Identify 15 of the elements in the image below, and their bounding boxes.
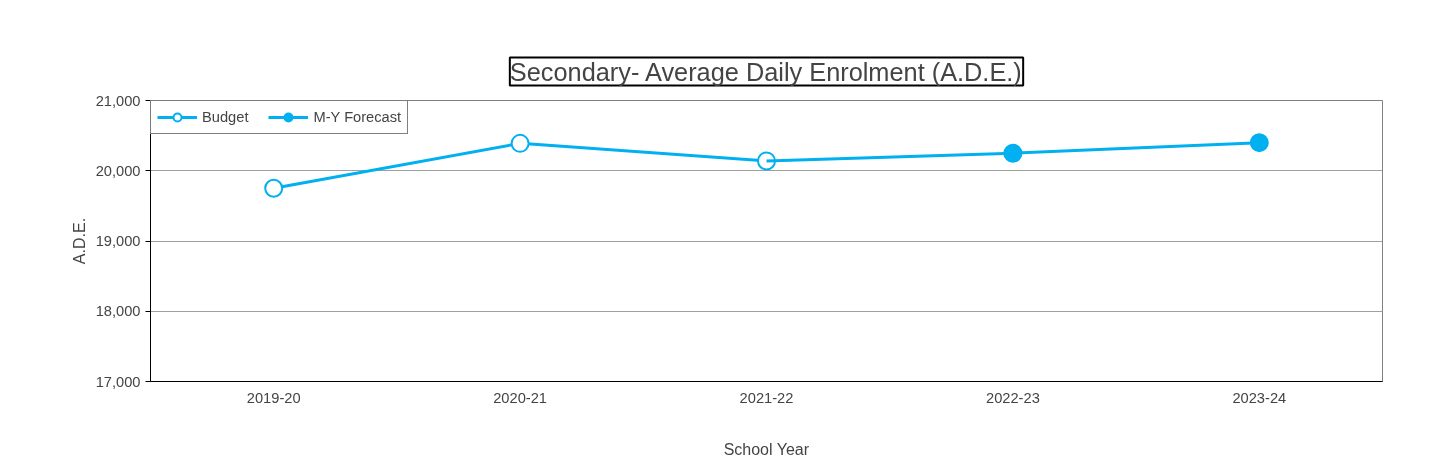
y-tick-label: 19,000	[95, 233, 141, 249]
y-tick-label: 17,000	[95, 373, 141, 390]
legend-label: M-Y Forecast	[313, 109, 402, 125]
y-tick-label: 20,000	[95, 162, 141, 179]
x-axis-title: School Year	[723, 440, 810, 458]
y-axis-title: A.D.E.	[70, 217, 88, 265]
x-tick-label: 2020-21	[493, 389, 547, 406]
x-tick-label: 2023-24	[1232, 389, 1287, 406]
x-tick-label: 2022-23	[986, 389, 1040, 406]
x-tick-label: 2021-22	[739, 389, 794, 406]
chart-title: Secondary- Average Daily Enrolment (A.D.E.)	[509, 57, 1022, 86]
y-tick-label: 18,000	[95, 303, 141, 320]
y-tick-label: 21,000	[95, 92, 141, 109]
legend-label: Budget	[202, 109, 249, 125]
x-tick-label: 2019-20	[246, 389, 301, 406]
